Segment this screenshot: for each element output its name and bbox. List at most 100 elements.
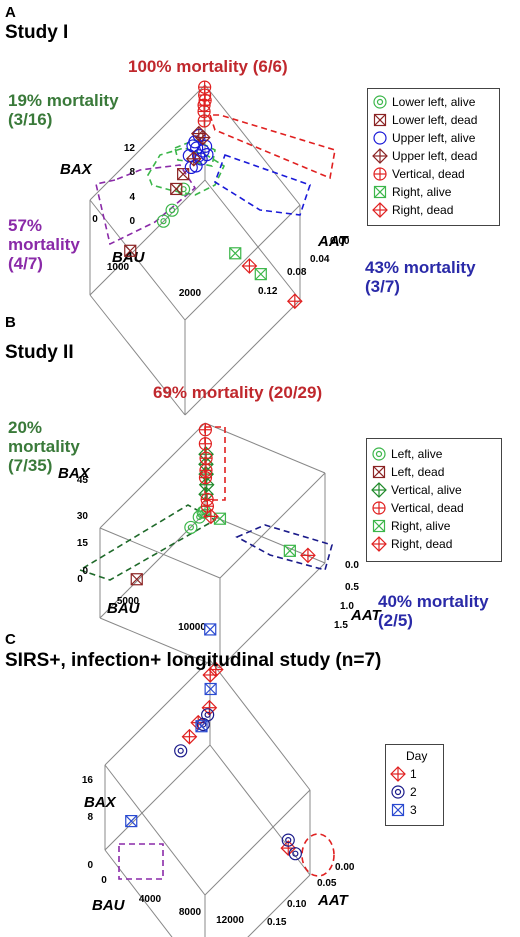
annotation-a-lower-left: 57% mortality (4/7) [8, 216, 80, 274]
annotation-a-upper-left: 19% mortality (3/16) [8, 91, 119, 130]
legend-b-marker-2 [371, 482, 387, 498]
legend-c-label: 3 [410, 803, 417, 817]
panel-b-data-point [300, 547, 316, 564]
legend-a-entry: Upper left, dead [372, 147, 477, 165]
panel-c-axis-label-aat: AAT [317, 892, 350, 909]
panel-title-c: SIRS+, infection+ longitudinal study (n=… [5, 650, 382, 671]
legend-b-marker-4 [372, 519, 386, 533]
panel-a-data-point [200, 147, 214, 162]
panel-a-axis-label-bax: BAX [60, 161, 93, 178]
legend-b-entry: Right, alive [371, 517, 450, 535]
legend-b-marker-symbol [371, 482, 387, 498]
panel-a-cluster-outline [147, 147, 226, 196]
panel-b-data-point [203, 508, 219, 525]
legend-a-marker-2 [373, 131, 387, 145]
annotation-b-vertical: 69% mortality (20/29) [153, 383, 323, 402]
panel-b-tick-bax: 15 [77, 538, 89, 549]
panel-a-data-point [177, 168, 190, 181]
panel-c-axis-label-bax: BAX [84, 794, 117, 811]
legend-b-entry: Vertical, alive [371, 481, 462, 499]
panel-c-data-point [125, 814, 138, 828]
panel-letter-a: A [5, 4, 16, 21]
panel-a-data-point [197, 114, 211, 128]
legend-b-entry: Left, alive [371, 445, 442, 463]
panel-a-data-point [254, 268, 267, 281]
legend-b-entry: Vertical, dead [371, 499, 464, 517]
legend-a-label: Upper left, dead [392, 149, 478, 163]
panel-c-data-point [195, 720, 208, 733]
legend-c-entry: 3 [390, 801, 417, 819]
panel-b-data-point [198, 437, 212, 451]
legend-c-entry: 1 [390, 765, 417, 783]
panel-b-cluster-outline [204, 426, 226, 501]
panel-a-tick-bau: 1000 [107, 262, 130, 273]
legend-a-marker-symbol [373, 113, 387, 127]
panel-b-tick-bau: 10000 [178, 622, 206, 633]
panel-a-axis-label-bau: BAU [112, 249, 146, 266]
panel-b-data-point [198, 423, 212, 437]
legend-c-label: 2 [410, 785, 417, 799]
panel-c-tick-aat: 0.10 [287, 899, 307, 910]
panel-b-tick-aat: 1.5 [334, 620, 348, 631]
legend-b-label: Right, alive [391, 519, 451, 533]
panel-c-tick-bau: 12000 [216, 915, 244, 926]
legend-b-marker-symbol [372, 501, 386, 515]
panel-b-axis-label-aat: AAT [350, 607, 383, 624]
legend-b-marker-3 [372, 501, 386, 515]
legend-b-entry: Left, dead [371, 463, 444, 481]
panel-a-tick-bau: 0 [92, 214, 98, 225]
panel-a-data-point [197, 98, 211, 112]
panel-a-tick-bax: 8 [129, 167, 135, 178]
legend-b-marker-1 [372, 465, 386, 479]
legend-b-label: Vertical, dead [391, 501, 464, 515]
legend-b-entry: Right, dead [371, 535, 452, 553]
legend-c-title: Day [406, 749, 428, 763]
legend-b-label: Right, dead [391, 537, 453, 551]
panel-c-tick-bau: 8000 [179, 907, 202, 918]
panel-a-data-point [156, 214, 171, 228]
panel-c-tick-bau: 0 [101, 875, 107, 886]
panel-a-tick-aat: 0.00 [330, 236, 350, 247]
legend-a-marker-symbol [373, 95, 387, 109]
legend-a-marker-symbol [373, 185, 387, 199]
panel-c-tick-bax: 16 [82, 775, 94, 786]
legend-a-entry: Upper left, alive [372, 129, 475, 147]
panel-a-data-point [124, 244, 137, 257]
legend-b-marker-symbol [372, 519, 386, 533]
legend-c-marker-symbol [391, 803, 405, 817]
legend-a-entry: Lower left, alive [372, 93, 475, 111]
panel-c-cluster-outline [118, 843, 164, 880]
panel-a-tick-bax: 0 [129, 216, 135, 227]
legend-a-marker-3 [372, 148, 388, 164]
panel-title-b: Study II [5, 342, 74, 363]
panel-b-tick-aat: 0.0 [345, 560, 359, 571]
panel-b-data-point [283, 544, 296, 557]
legend-a-entry: Right, alive [372, 183, 451, 201]
panel-a-cluster-outline [214, 153, 312, 216]
annotation-a-vertical: 100% mortality (6/6) [128, 57, 288, 76]
legend-c: Day 1 2 3 [385, 744, 444, 826]
annotation-b-right: 40% mortality (2/5) [378, 592, 489, 631]
legend-a-marker-1 [373, 113, 387, 127]
legend-b-label: Left, dead [391, 465, 445, 479]
panel-c-tick-aat: 0.15 [267, 917, 287, 928]
panel-c-data-point [181, 728, 198, 745]
panel-c-data-point [207, 661, 224, 678]
panel-a-data-point [189, 159, 203, 173]
panel-b-data-point [198, 471, 213, 485]
panel-c-data-point [281, 833, 295, 847]
panel-c-tick-aat: 0.05 [317, 878, 337, 889]
panel-a-axis-label-aat: AAT [317, 233, 350, 250]
panel-a-data-point [286, 293, 303, 310]
panel-a-data-point [165, 203, 179, 217]
legend-a-marker-symbol [372, 202, 388, 218]
panel-a-data-point [229, 247, 242, 260]
panel-b-tick-aat: 1.0 [340, 601, 354, 612]
legend-c-marker-0 [390, 766, 406, 782]
legend-c-marker-1 [391, 785, 405, 799]
annotation-b-left: 20% mortality (7/35) [8, 418, 80, 476]
panel-b-tick-bau: 5000 [117, 596, 140, 607]
legend-c-marker-symbol [390, 766, 406, 782]
legend-a-marker-symbol [373, 131, 387, 145]
panel-b-tick-bax: 0 [82, 566, 88, 577]
